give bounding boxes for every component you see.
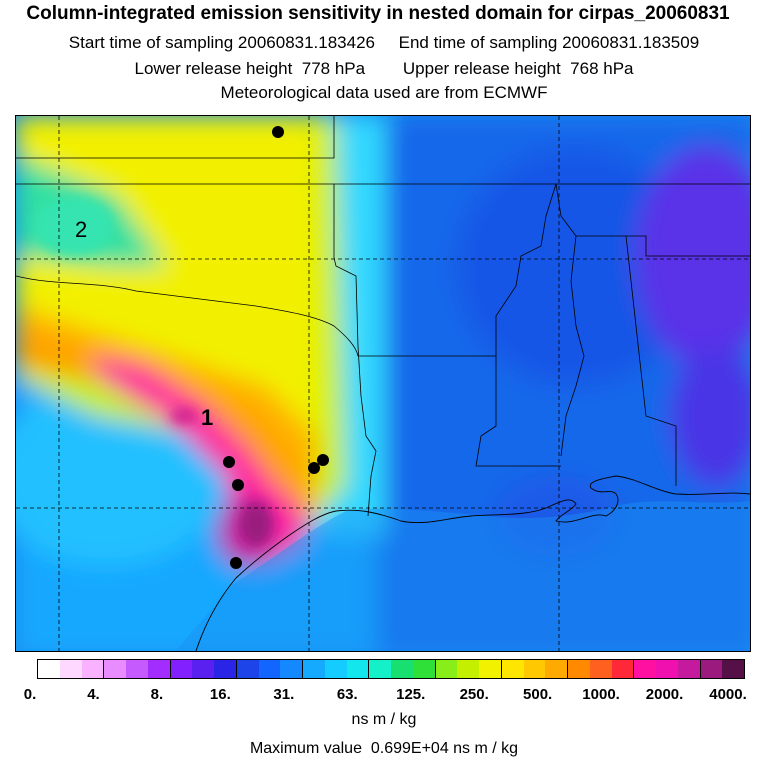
colorbar-cell: [391, 660, 413, 678]
colorbar-cell: [303, 660, 325, 678]
state-boundaries: [16, 116, 750, 517]
colorbar-cell: [700, 660, 723, 678]
colorbar-cell: [258, 660, 281, 678]
release-point: [232, 479, 244, 491]
colorbar-cell: [214, 660, 237, 678]
colorbar-tick-label: 250.: [459, 686, 489, 703]
colorbar-unit: ns m / kg: [351, 711, 417, 728]
release-point: [230, 557, 242, 569]
colorbar-tick-label: 63.: [336, 686, 358, 703]
colorbar-tick-label: 2000.: [645, 686, 684, 703]
colorbar-cell: [280, 660, 303, 678]
release-point: [272, 126, 284, 138]
colorbar-cell: [192, 660, 214, 678]
colorbar-tick-label: 4.: [87, 686, 100, 703]
release-point: [317, 454, 329, 466]
maximum-value: Maximum value 0.699E+04 ns m / kg: [249, 740, 519, 757]
colorbar-cell: [170, 660, 193, 678]
colorbar-cell: [81, 660, 105, 678]
colorbar: [37, 659, 745, 679]
coastline: [195, 475, 750, 651]
colorbar-cell: [677, 660, 701, 678]
colorbar-cell: [59, 660, 82, 678]
map-label-2: 2: [75, 217, 87, 242]
colorbar-cell: [523, 660, 546, 678]
colorbar-cell: [656, 660, 678, 678]
colorbar-cell: [104, 660, 126, 678]
colorbar-tick-label: 8.: [150, 686, 164, 703]
colorbar-tick-label: 16.: [209, 686, 231, 703]
colorbar-cell: [568, 660, 590, 678]
colorbar-cell: [236, 660, 259, 678]
colorbar-tick-label: 500.: [523, 686, 553, 703]
plot-title: Column-integrated emission sensitivity i…: [26, 3, 730, 24]
colorbar-tick-label: 1000.: [582, 686, 620, 703]
colorbar-cell: [38, 660, 60, 678]
colorbar-cell: [545, 660, 568, 678]
colorbar-cell: [369, 660, 391, 678]
colorbar-cell: [634, 660, 656, 678]
colorbar-cell: [457, 660, 479, 678]
release-point: [223, 456, 235, 468]
met-data-line: Meteorological data used are from ECMWF: [220, 83, 548, 102]
map-label-1: 1: [201, 405, 213, 430]
release-height-line: Lower release height 778 hPa Upper relea…: [134, 59, 634, 78]
colorbar-cell: [722, 660, 744, 678]
colorbar-cell: [435, 660, 458, 678]
sensitivity-map: 2 1: [15, 115, 751, 652]
colorbar-cell: [147, 660, 171, 678]
colorbar-cell: [324, 660, 347, 678]
sampling-time-line: Start time of sampling 20060831.183426 E…: [68, 33, 700, 52]
colorbar-tick-labels: 0. 4. 8. 16. 31. 63. 125. 250. 500. 1000. 2000. 400…: [0, 686, 768, 706]
release-points: [223, 126, 329, 569]
colorbar-tick-label: 31.: [273, 686, 295, 703]
colorbar-cell: [501, 660, 524, 678]
colorbar-tick-label: 0.: [23, 686, 37, 703]
colorbar-cell: [589, 660, 612, 678]
colorbar-cell: [412, 660, 436, 678]
colorbar-tick-label: 125.: [396, 686, 426, 703]
colorbar-cell: [611, 660, 635, 678]
colorbar-cell: [346, 660, 370, 678]
colorbar-cell: [479, 660, 502, 678]
lat-lon-grid: [16, 116, 750, 651]
colorbar-cell: [126, 660, 148, 678]
colorbar-tick-label: 4000.: [709, 686, 747, 703]
release-point: [308, 462, 320, 474]
